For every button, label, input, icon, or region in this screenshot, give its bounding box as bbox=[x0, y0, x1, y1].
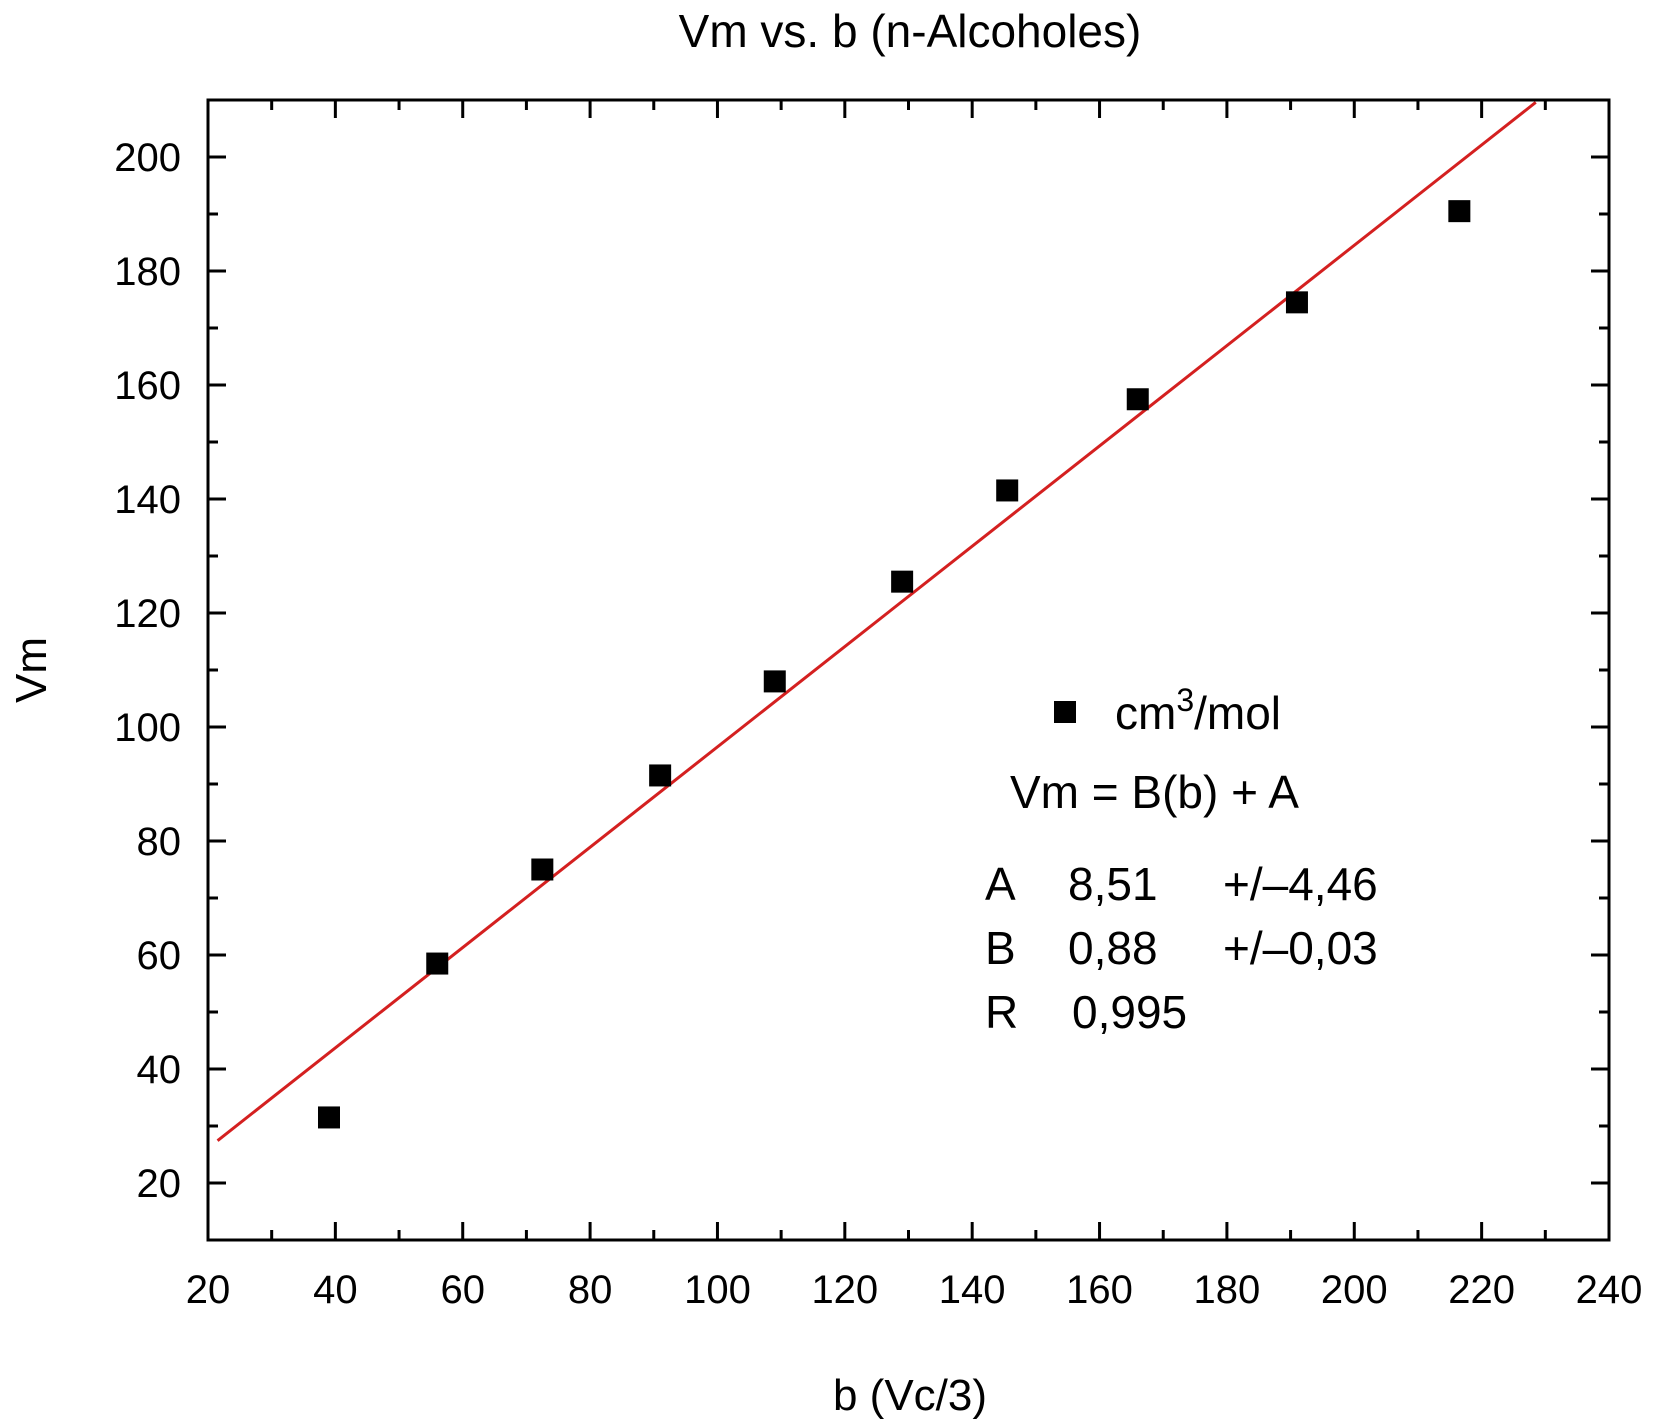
y-tick-label: 60 bbox=[137, 934, 182, 978]
x-tick-label: 80 bbox=[568, 1268, 613, 1312]
legend-name-sup: 3 bbox=[1176, 682, 1194, 718]
data-point bbox=[426, 952, 449, 975]
data-point bbox=[996, 479, 1019, 502]
chart-title: Vm vs. b (n-Alcoholes) bbox=[679, 5, 1142, 57]
x-tick-label: 100 bbox=[684, 1268, 751, 1312]
param-b-value: 0,88 bbox=[1068, 922, 1158, 974]
fit-equation: Vm = B(b) + A bbox=[1010, 766, 1299, 818]
y-tick-label: 40 bbox=[137, 1048, 182, 1092]
x-tick-label: 180 bbox=[1194, 1268, 1261, 1312]
y-tick-label: 140 bbox=[114, 478, 181, 522]
data-point bbox=[763, 670, 786, 693]
param-a-name: A bbox=[985, 858, 1016, 910]
param-a-value: 8,51 bbox=[1068, 858, 1158, 910]
fit-line bbox=[216, 101, 1537, 1142]
data-point bbox=[1285, 291, 1308, 314]
data-point bbox=[1448, 200, 1471, 223]
x-tick-label: 240 bbox=[1576, 1268, 1643, 1312]
x-tick-label: 120 bbox=[811, 1268, 878, 1312]
x-tick-label: 20 bbox=[186, 1268, 231, 1312]
fit-statistics: Vm = B(b) + A A 8,51 +/–4,46 B 0,88 +/–0… bbox=[985, 766, 1378, 1038]
x-tick-label: 140 bbox=[939, 1268, 1006, 1312]
y-tick-label: 200 bbox=[114, 136, 181, 180]
y-tick-label: 100 bbox=[114, 706, 181, 750]
y-tick-label: 80 bbox=[137, 820, 182, 864]
y-tick-label: 20 bbox=[137, 1162, 182, 1206]
x-tick-label: 60 bbox=[440, 1268, 485, 1312]
tick-labels: 20 40 60 80 100 120 140 160 180 200 220 240 20 40 60 80… bbox=[114, 136, 1642, 1312]
data-point bbox=[531, 858, 554, 881]
axis-ticks bbox=[206, 98, 1611, 1242]
y-tick-label: 180 bbox=[114, 250, 181, 294]
x-tick-label: 40 bbox=[313, 1268, 358, 1312]
x-tick-label: 220 bbox=[1448, 1268, 1515, 1312]
param-a-error: +/–4,46 bbox=[1223, 858, 1378, 910]
data-point bbox=[317, 1106, 340, 1129]
data-points bbox=[317, 200, 1471, 1129]
plot-frame bbox=[206, 98, 1611, 1242]
param-r-value: 0,995 bbox=[1072, 986, 1187, 1038]
legend-name-rest: /mol bbox=[1194, 687, 1281, 739]
y-tick-label: 120 bbox=[114, 592, 181, 636]
x-tick-label: 200 bbox=[1321, 1268, 1388, 1312]
param-b-error: +/–0,03 bbox=[1223, 922, 1378, 974]
legend-name-base: cm bbox=[1115, 687, 1176, 739]
x-tick-label: 160 bbox=[1066, 1268, 1133, 1312]
legend: cm3/mol bbox=[1054, 682, 1281, 739]
legend-entry: cm3/mol bbox=[1115, 682, 1281, 739]
x-axis-label: b (Vc/3) bbox=[833, 1371, 987, 1420]
y-axis-label: Vm bbox=[7, 637, 56, 703]
data-point bbox=[891, 570, 914, 593]
legend-marker bbox=[1054, 701, 1076, 723]
data-point bbox=[1126, 388, 1149, 411]
param-b-name: B bbox=[985, 922, 1016, 974]
param-r-name: R bbox=[985, 986, 1018, 1038]
y-tick-label: 160 bbox=[114, 364, 181, 408]
data-point bbox=[649, 764, 672, 787]
